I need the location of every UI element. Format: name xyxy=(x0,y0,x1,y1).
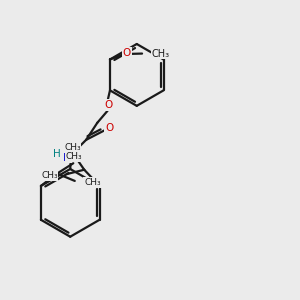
Text: N: N xyxy=(63,152,71,163)
Text: H: H xyxy=(53,149,61,159)
Text: O: O xyxy=(123,48,131,58)
Text: O: O xyxy=(105,123,113,134)
Text: CH₃: CH₃ xyxy=(152,49,169,58)
Text: CH₃: CH₃ xyxy=(84,178,101,187)
Text: CH₃: CH₃ xyxy=(64,142,81,152)
Text: O: O xyxy=(104,100,112,110)
Text: CH₃: CH₃ xyxy=(41,171,58,180)
Text: CH₃: CH₃ xyxy=(66,152,82,161)
